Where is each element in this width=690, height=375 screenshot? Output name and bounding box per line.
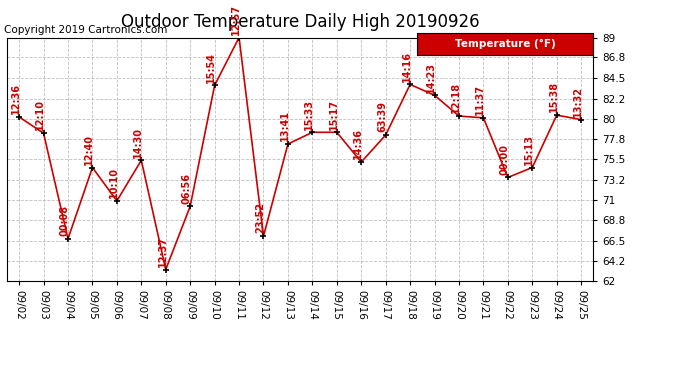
Text: 11:37: 11:37: [475, 84, 485, 115]
Text: 14:23: 14:23: [426, 62, 436, 93]
Text: 15:17: 15:17: [328, 99, 339, 130]
Text: 23:52: 23:52: [255, 202, 265, 233]
Text: 14:30: 14:30: [133, 127, 143, 158]
Title: Outdoor Temperature Daily High 20190926: Outdoor Temperature Daily High 20190926: [121, 13, 480, 31]
Text: 14:36: 14:36: [353, 128, 363, 159]
Text: 12:18: 12:18: [451, 82, 461, 113]
Text: 00:00: 00:00: [500, 144, 510, 175]
Text: 12:37: 12:37: [157, 236, 168, 267]
Text: 63:39: 63:39: [377, 101, 387, 132]
Text: 13:41: 13:41: [279, 110, 290, 141]
Text: 14:16: 14:16: [402, 51, 412, 82]
Text: 12:10: 12:10: [35, 99, 46, 130]
Text: 12:40: 12:40: [84, 134, 94, 165]
Text: 00:08: 00:08: [60, 205, 70, 236]
Text: 15:13: 15:13: [524, 134, 534, 165]
Text: 15:33: 15:33: [304, 99, 314, 130]
Text: 06:56: 06:56: [182, 172, 192, 204]
Text: 10:10: 10:10: [108, 167, 119, 198]
Text: 12:57: 12:57: [230, 4, 241, 35]
Text: 13:32: 13:32: [573, 86, 583, 117]
Text: 15:54: 15:54: [206, 52, 217, 82]
Text: 15:38: 15:38: [549, 81, 558, 112]
Text: Copyright 2019 Cartronics.com: Copyright 2019 Cartronics.com: [4, 25, 168, 35]
Text: 12:36: 12:36: [11, 83, 21, 114]
